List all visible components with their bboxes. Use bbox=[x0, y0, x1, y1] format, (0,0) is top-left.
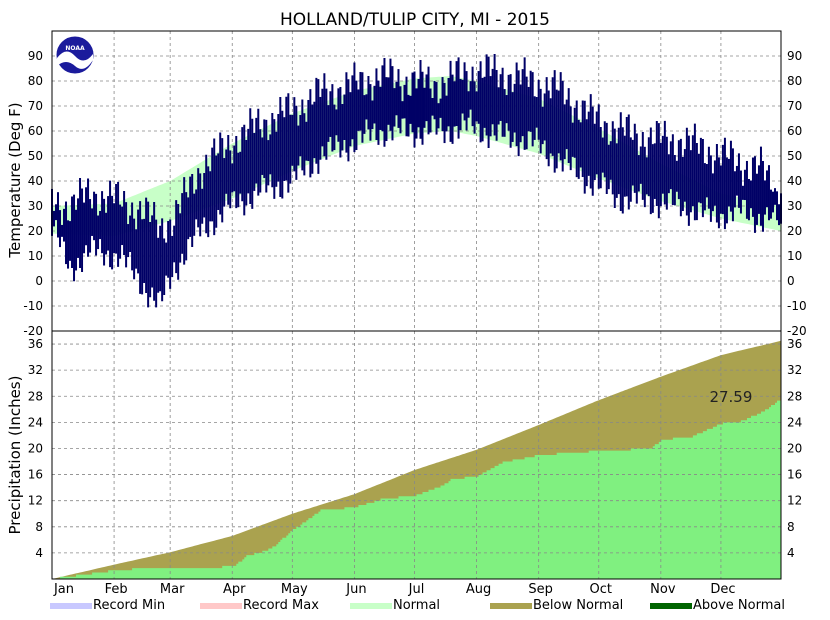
month-label-nov: Nov bbox=[650, 582, 676, 597]
legend-label: Above Normal bbox=[693, 598, 785, 613]
logo-bird bbox=[57, 51, 93, 69]
legend-swatch bbox=[200, 603, 242, 609]
observed-precipitation-area bbox=[52, 398, 781, 579]
temperature-tick-label-right: 10 bbox=[787, 249, 802, 263]
temperature-tick-label-right: -10 bbox=[787, 299, 807, 313]
temperature-tick-label-left: 30 bbox=[28, 199, 43, 213]
precipitation-tick-label-right: 32 bbox=[787, 363, 802, 377]
month-label-sep: Sep bbox=[528, 582, 553, 597]
precipitation-tick-label-right: 12 bbox=[787, 494, 802, 508]
month-label-aug: Aug bbox=[466, 582, 491, 597]
legend-swatch bbox=[490, 603, 532, 609]
precipitation-tick-label-left: 8 bbox=[35, 520, 43, 534]
temperature-axis-label: Temperature (Deg F) bbox=[6, 102, 24, 258]
month-label-jan: Jan bbox=[53, 582, 74, 597]
temperature-tick-label-right: 30 bbox=[787, 199, 802, 213]
legend-item: Record Min bbox=[50, 598, 165, 613]
month-label-dec: Dec bbox=[710, 582, 735, 597]
plot-frame bbox=[51, 30, 782, 580]
temperature-tick-label-right: 90 bbox=[787, 49, 802, 63]
legend-swatch bbox=[650, 603, 692, 609]
legend-item: Below Normal bbox=[490, 598, 623, 613]
temperature-tick-label-left: 60 bbox=[28, 124, 43, 138]
month-label-jul: Jul bbox=[408, 582, 425, 597]
precipitation-axis-label: Precipitation (Inches) bbox=[6, 376, 24, 535]
normal-temperature-band bbox=[52, 76, 781, 236]
temperature-tick-label-left: 50 bbox=[28, 149, 43, 163]
precipitation-tick-label-right: 20 bbox=[787, 441, 802, 455]
legend-swatch bbox=[50, 603, 92, 609]
month-axis: Jan Feb Mar Apr May Jun Jul Aug Sep Oct Nov Dec bbox=[53, 582, 736, 597]
legend-label: Record Min bbox=[93, 598, 165, 613]
temperature-tick-label-left: 70 bbox=[28, 99, 43, 113]
legend-label: Record Max bbox=[243, 598, 319, 613]
legend-swatch bbox=[350, 603, 392, 609]
legend: Record Min Record Max Normal Below Normal Ab… bbox=[50, 598, 785, 613]
precipitation-tick-label-right: 4 bbox=[787, 546, 795, 560]
temperature-tick-label-left: 10 bbox=[28, 249, 43, 263]
precipitation-tick-label-left: 28 bbox=[28, 389, 43, 403]
temperature-tick-label-left: 80 bbox=[28, 74, 43, 88]
chart-title: HOLLAND/TULIP CITY, MI - 2015 bbox=[280, 10, 550, 30]
temperature-tick-label-right: 0 bbox=[787, 274, 795, 288]
temperature-tick-label-right: 80 bbox=[787, 74, 802, 88]
noaa-logo: NOAA bbox=[55, 35, 95, 75]
precipitation-tick-label-left: 4 bbox=[35, 546, 43, 560]
temperature-tick-label-right: 70 bbox=[787, 99, 802, 113]
month-label-mar: Mar bbox=[160, 582, 185, 597]
month-label-feb: Feb bbox=[105, 582, 128, 597]
precipitation-tick-label-left: 12 bbox=[28, 494, 43, 508]
temperature-tick-label-right: 50 bbox=[787, 149, 802, 163]
temperature-tick-label-right: 60 bbox=[787, 124, 802, 138]
legend-item: Record Max bbox=[200, 598, 319, 613]
legend-label: Normal bbox=[393, 598, 440, 613]
legend-label: Below Normal bbox=[533, 598, 623, 613]
temperature-tick-label-right: -20 bbox=[787, 324, 807, 338]
temperature-tick-label-left: 0 bbox=[35, 274, 43, 288]
legend-item: Normal bbox=[350, 598, 440, 613]
precipitation-tick-label-right: 28 bbox=[787, 389, 802, 403]
temperature-tick-label-right: 40 bbox=[787, 174, 802, 188]
month-label-oct: Oct bbox=[590, 582, 612, 597]
precipitation-tick-label-right: 36 bbox=[787, 337, 802, 351]
month-label-apr: Apr bbox=[223, 582, 246, 597]
temperature-tick-label-left: -10 bbox=[23, 299, 43, 313]
logo-text: NOAA bbox=[65, 45, 85, 52]
month-label-may: May bbox=[281, 582, 308, 597]
legend-item: Above Normal bbox=[650, 598, 785, 613]
precipitation-tick-label-left: 36 bbox=[28, 337, 43, 351]
temperature-tick-label-left: -20 bbox=[23, 324, 43, 338]
temperature-tick-label-right: 20 bbox=[787, 224, 802, 238]
precipitation-total-annotation: 27.59 bbox=[709, 388, 752, 406]
temperature-tick-label-left: 20 bbox=[28, 224, 43, 238]
temperature-tick-label-left: 90 bbox=[28, 49, 43, 63]
precipitation-tick-label-left: 20 bbox=[28, 441, 43, 455]
precipitation-tick-label-right: 24 bbox=[787, 415, 802, 429]
temperature-tick-label-left: 40 bbox=[28, 174, 43, 188]
precipitation-panel: 4 4 8 8 12 12 16 16 20 20 24 24 28 28 32 32 36 36 27.59 bbox=[28, 30, 802, 580]
precipitation-tick-label-left: 32 bbox=[28, 363, 43, 377]
precipitation-tick-label-left: 24 bbox=[28, 415, 43, 429]
precipitation-tick-label-right: 16 bbox=[787, 468, 802, 482]
precipitation-tick-label-left: 16 bbox=[28, 468, 43, 482]
month-label-jun: Jun bbox=[345, 582, 366, 597]
precipitation-tick-label-right: 8 bbox=[787, 520, 795, 534]
